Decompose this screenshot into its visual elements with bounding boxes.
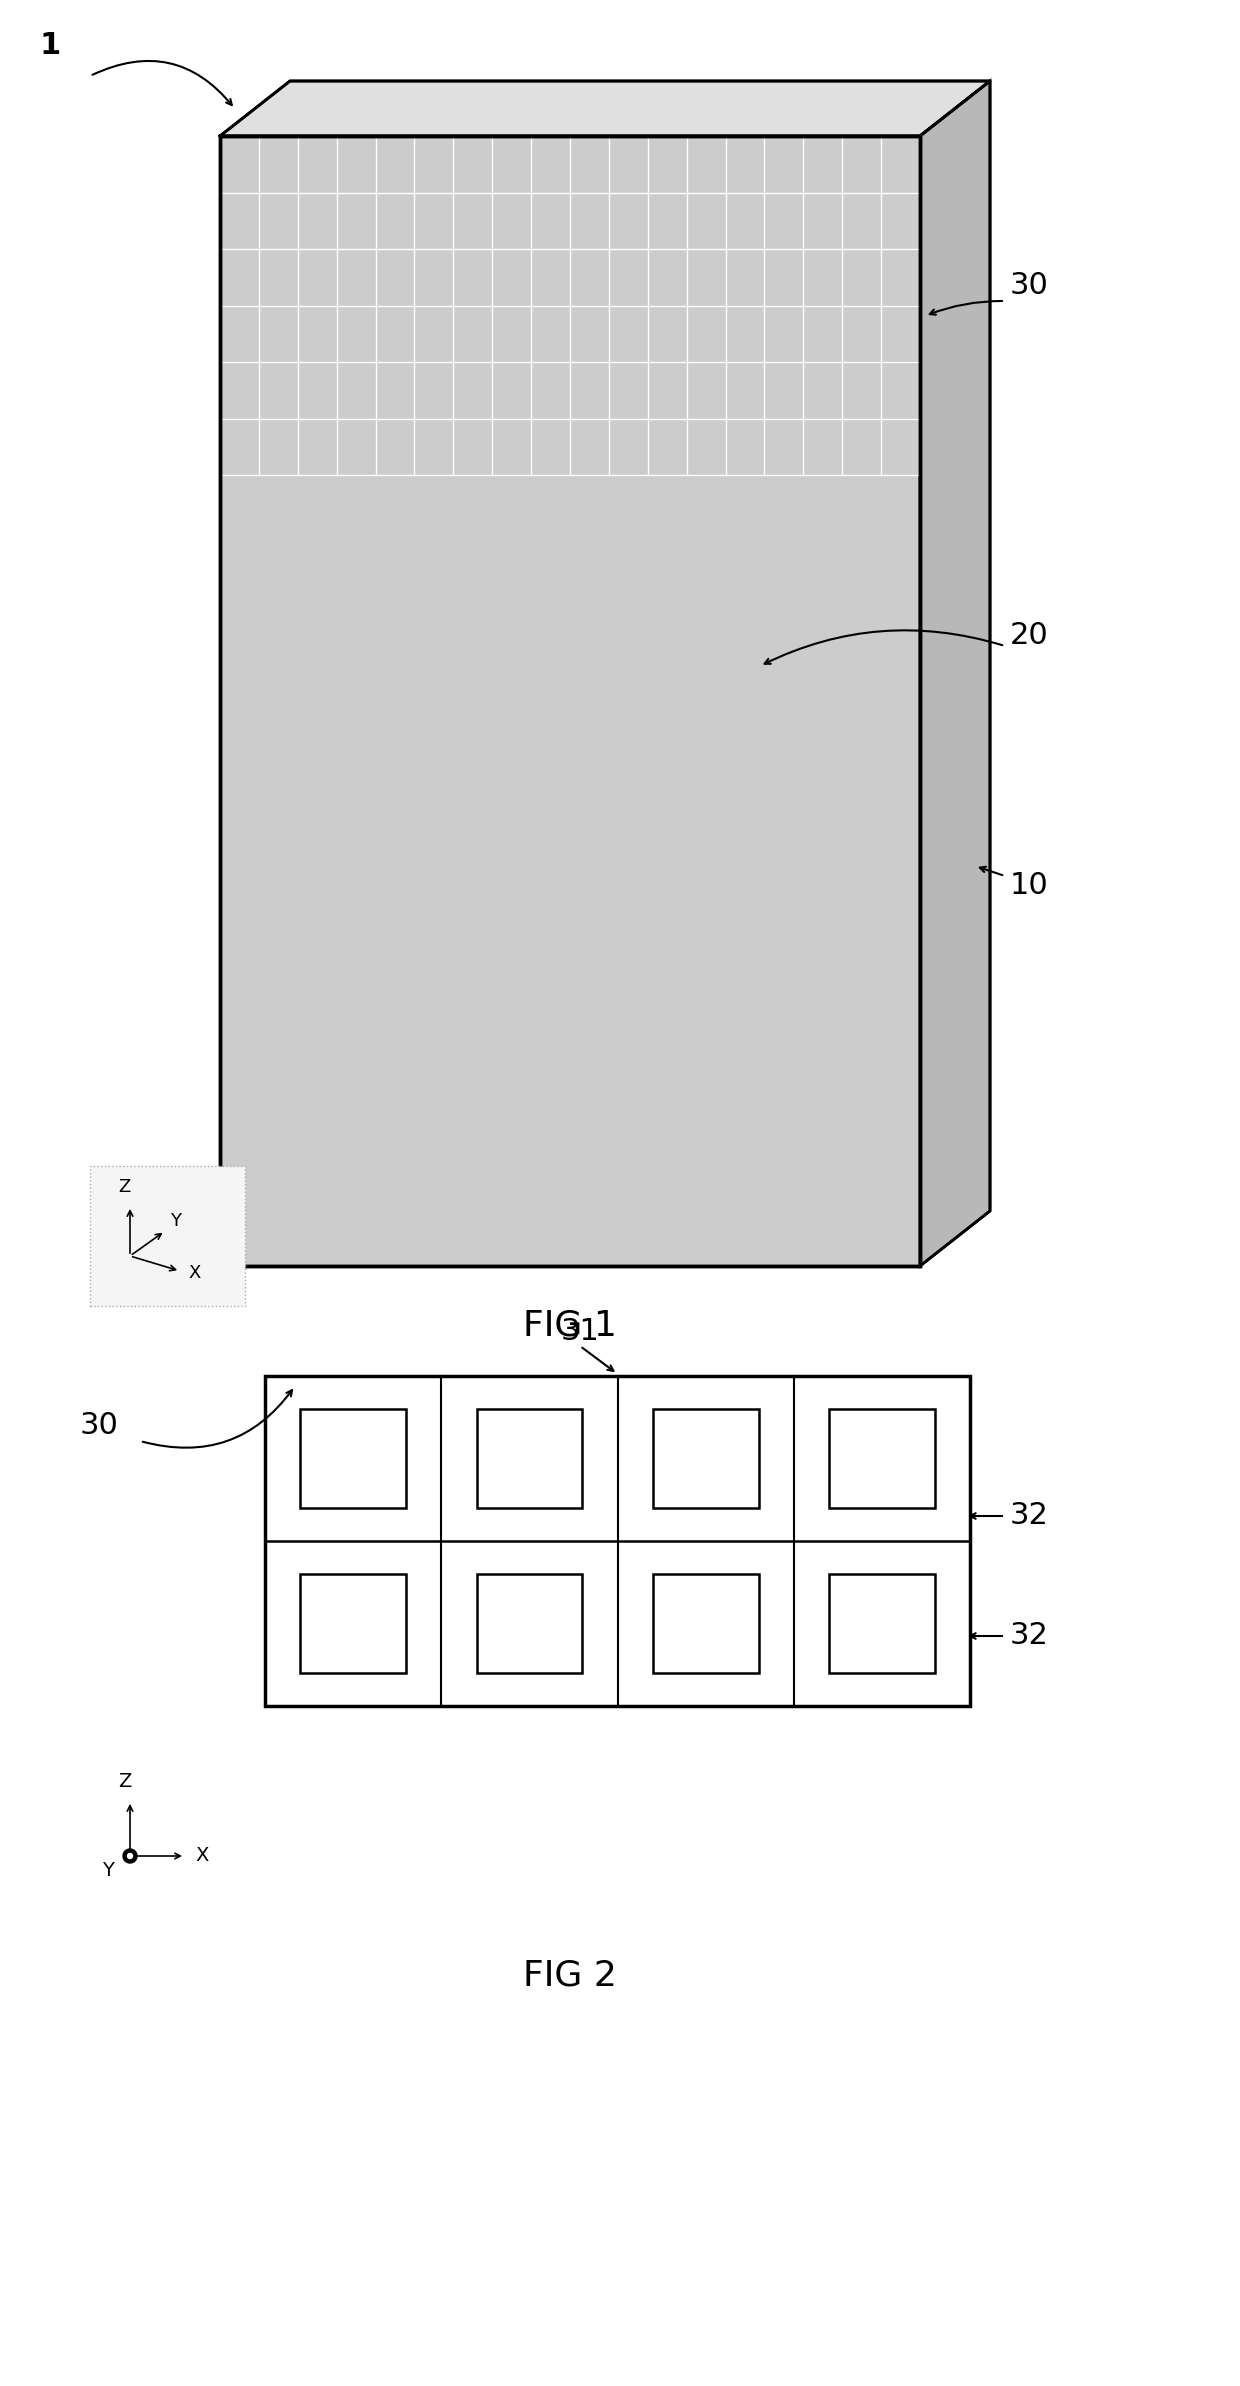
Bar xyxy=(652,1575,759,1673)
Text: 30: 30 xyxy=(1011,272,1049,301)
Bar xyxy=(830,1410,935,1508)
Bar xyxy=(476,1410,583,1508)
Text: Z: Z xyxy=(118,1179,130,1195)
Polygon shape xyxy=(219,81,990,136)
Bar xyxy=(830,1575,935,1673)
Circle shape xyxy=(123,1849,136,1863)
Text: Z: Z xyxy=(118,1773,131,1792)
Text: FIG 1: FIG 1 xyxy=(523,1310,618,1343)
Polygon shape xyxy=(920,81,990,1267)
Bar xyxy=(219,136,920,1267)
Bar xyxy=(300,1575,405,1673)
Text: X: X xyxy=(195,1847,208,1866)
Bar xyxy=(652,1410,759,1508)
Bar xyxy=(300,1410,405,1508)
Text: 32: 32 xyxy=(1011,1501,1049,1529)
Text: FIG 2: FIG 2 xyxy=(523,1959,618,1992)
Text: 10: 10 xyxy=(1011,871,1049,900)
Bar xyxy=(265,1377,970,1706)
Text: 20: 20 xyxy=(1011,620,1049,651)
Text: Y: Y xyxy=(170,1212,181,1231)
Text: 32: 32 xyxy=(1011,1622,1049,1651)
Bar xyxy=(476,1575,583,1673)
Text: Y: Y xyxy=(102,1861,114,1880)
Bar xyxy=(219,136,920,475)
Text: 1: 1 xyxy=(40,31,61,60)
Text: 30: 30 xyxy=(81,1413,119,1441)
Text: X: X xyxy=(188,1265,201,1281)
Circle shape xyxy=(128,1854,133,1859)
Bar xyxy=(219,136,920,1267)
Bar xyxy=(219,136,920,1267)
Bar xyxy=(91,1167,246,1305)
Text: 31: 31 xyxy=(560,1317,599,1346)
